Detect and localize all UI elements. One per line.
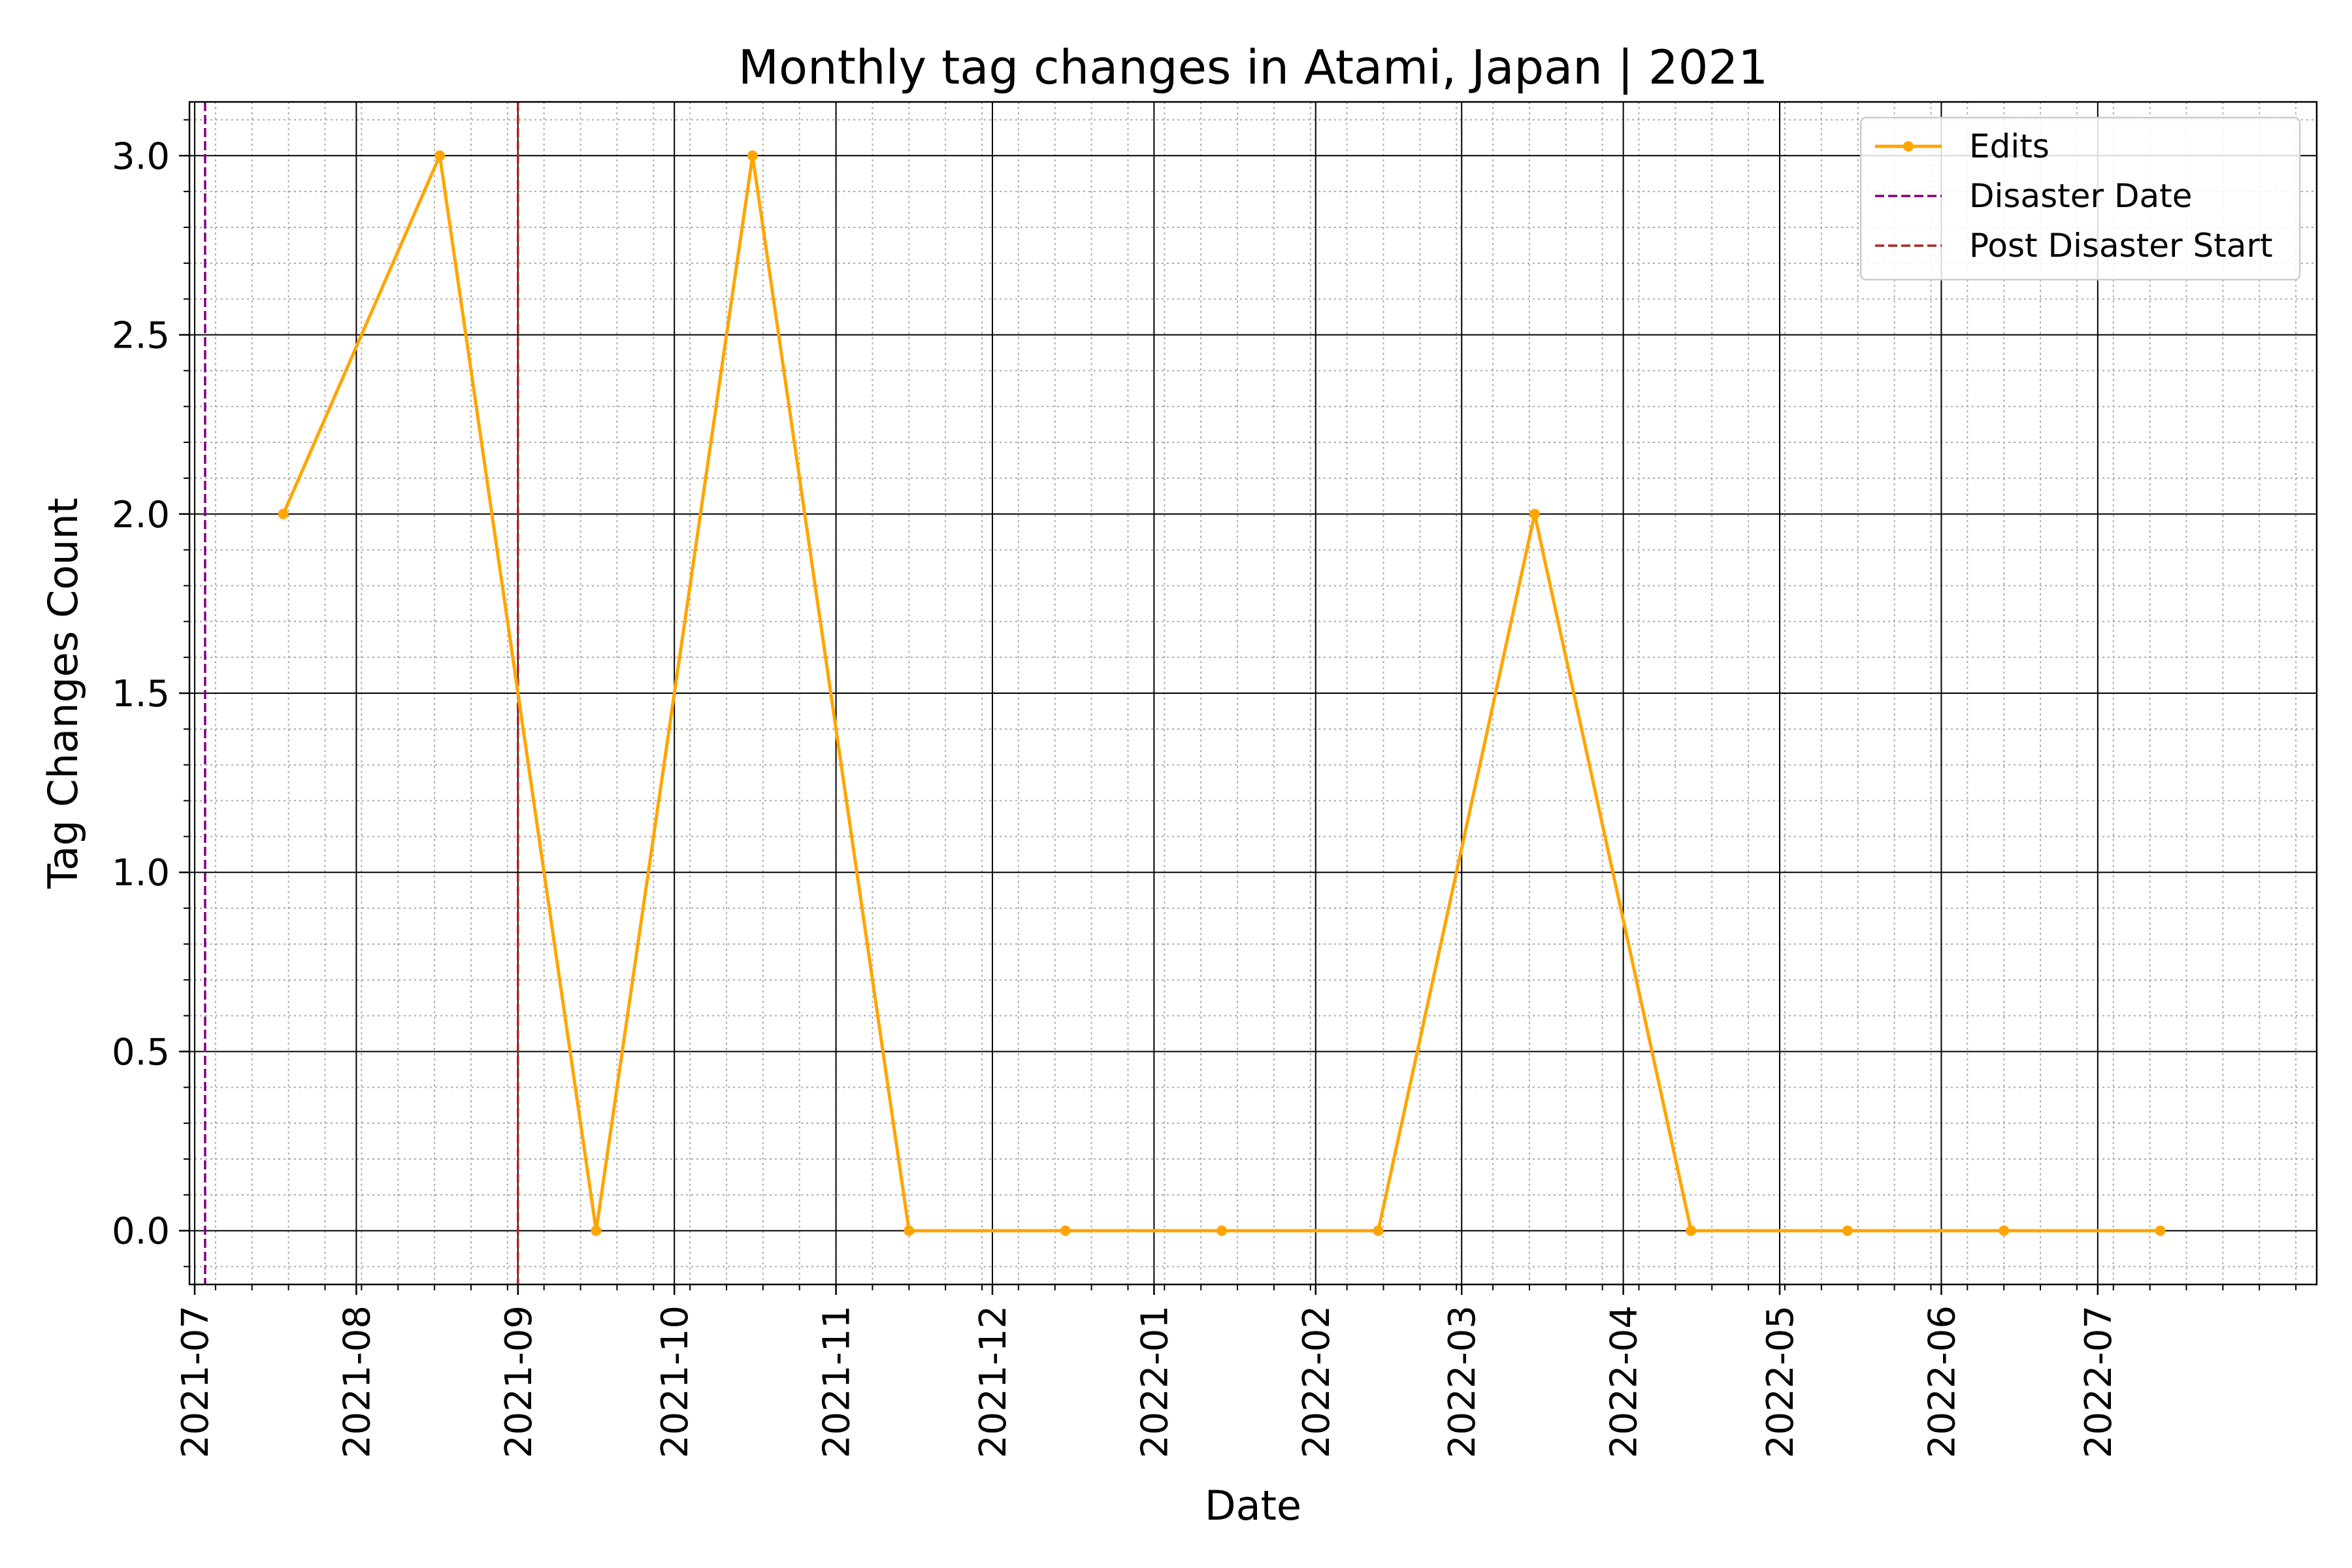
data-point: [904, 1225, 915, 1236]
x-tick-label: 2021-10: [654, 1305, 696, 1458]
x-tick-label: 2021-09: [498, 1305, 540, 1458]
x-tick-label: 2022-04: [1603, 1305, 1646, 1458]
data-point: [1999, 1225, 2010, 1236]
y-tick-label: 3.0: [112, 135, 170, 178]
data-point: [747, 150, 758, 161]
y-tick-label: 2.5: [112, 315, 170, 357]
y-tick-label: 0.0: [112, 1211, 170, 1253]
x-tick-label: 2022-03: [1441, 1305, 1484, 1458]
x-axis-label: Date: [1205, 1482, 1301, 1529]
data-point: [591, 1225, 602, 1236]
y-tick-label: 1.5: [112, 673, 170, 715]
y-axis-label: Tag Changes Count: [39, 498, 87, 889]
chart-title: Monthly tag changes in Atami, Japan | 20…: [738, 40, 1768, 95]
data-point: [278, 508, 289, 519]
y-tick-label: 2.0: [112, 494, 170, 536]
y-tick-label: 0.5: [112, 1031, 170, 1073]
x-tick-label: 2022-05: [1759, 1305, 1802, 1458]
legend-label-disaster-date: Disaster Date: [1969, 177, 2192, 215]
series-edits: [278, 150, 2166, 1236]
data-point: [1060, 1225, 1071, 1236]
data-point: [1842, 1225, 1853, 1236]
x-tick-label: 2022-06: [1921, 1305, 1963, 1458]
axis-ticks: [179, 119, 2297, 1295]
data-point: [2155, 1225, 2166, 1236]
x-tick-label: 2022-01: [1134, 1305, 1176, 1458]
y-tick-labels: 0.0 0.5 1.0 1.5 2.0 2.5 3.0: [112, 135, 170, 1252]
data-point: [1529, 508, 1540, 519]
data-point: [434, 150, 446, 161]
x-tick-label: 2021-07: [174, 1305, 217, 1458]
legend-label-post-disaster-start: Post Disaster Start: [1969, 227, 2273, 265]
legend-box: [1859, 116, 2301, 281]
legend: Edits Disaster Date Post Disaster Start: [1859, 116, 2301, 281]
y-tick-label: 1.0: [112, 852, 170, 894]
x-tick-label: 2021-08: [336, 1305, 378, 1458]
x-tick-labels: 2021-07 2021-08 2021-09 2021-10 2021-11 2021-…: [174, 1305, 2120, 1458]
data-point: [1217, 1225, 1228, 1236]
x-tick-label: 2021-12: [972, 1305, 1015, 1458]
data-point: [1686, 1225, 1697, 1236]
x-tick-label: 2022-02: [1296, 1305, 1338, 1458]
legend-label-edits: Edits: [1969, 127, 2050, 165]
legend-marker-edits: [1903, 141, 1914, 152]
x-tick-label: 2021-11: [816, 1305, 858, 1458]
x-tick-label: 2022-07: [2078, 1305, 2120, 1458]
data-point: [1373, 1225, 1384, 1236]
